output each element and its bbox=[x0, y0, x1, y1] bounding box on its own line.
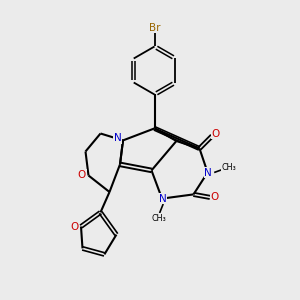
Text: O: O bbox=[212, 129, 220, 139]
Text: N: N bbox=[204, 167, 212, 178]
Text: Br: Br bbox=[149, 23, 160, 33]
Text: N: N bbox=[159, 194, 167, 204]
Text: CH₃: CH₃ bbox=[222, 163, 237, 172]
Text: O: O bbox=[70, 221, 79, 232]
Text: N: N bbox=[114, 133, 122, 143]
Text: O: O bbox=[78, 170, 86, 180]
Text: CH₃: CH₃ bbox=[152, 214, 166, 223]
Text: O: O bbox=[210, 192, 219, 203]
